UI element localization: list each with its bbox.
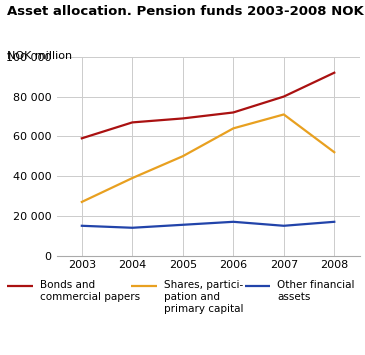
Text: Other financial
assets: Other financial assets (277, 280, 355, 302)
Text: Asset allocation. Pension funds 2003-2008 NOK Million: Asset allocation. Pension funds 2003-200… (7, 5, 365, 18)
Text: Bonds and
commercial papers: Bonds and commercial papers (40, 280, 140, 302)
Text: NOK million: NOK million (7, 51, 72, 61)
Text: Shares, partici-
pation and
primary capital: Shares, partici- pation and primary capi… (164, 280, 244, 314)
